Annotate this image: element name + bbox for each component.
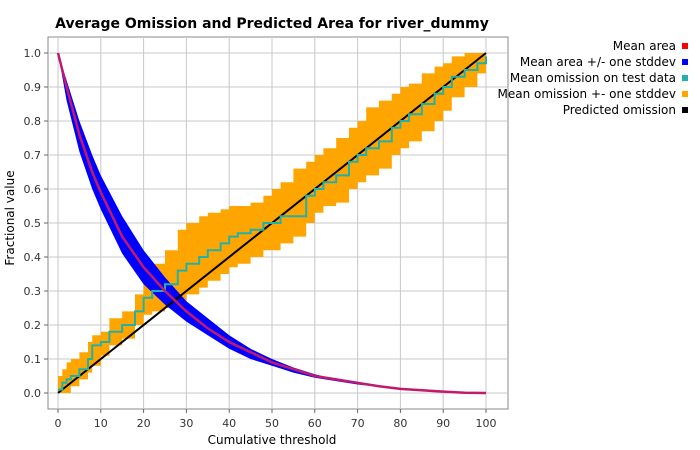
x-tick-label: 0 — [55, 417, 62, 430]
x-tick-label: 30 — [179, 417, 193, 430]
axes: 0 10 20 30 40 50 60 70 80 90 100 0.0 0.1 0.2 0.3 0.4 0.5… — [24, 47, 497, 430]
legend-label: Mean area — [612, 39, 676, 53]
series-lines — [56, 52, 487, 395]
legend-swatch — [682, 107, 688, 113]
y-tick-label: 0.5 — [24, 217, 42, 230]
legend-label: Mean area +/- one stddev — [519, 55, 676, 69]
x-tick-label: 10 — [94, 417, 108, 430]
legend-entry-mean-area-stddev: Mean area +/- one stddev — [478, 54, 688, 70]
y-tick-label: 0.7 — [24, 149, 42, 162]
x-tick-label: 100 — [476, 417, 497, 430]
legend-swatch — [682, 91, 688, 97]
x-tick-label: 80 — [393, 417, 407, 430]
legend-swatch — [682, 43, 688, 49]
y-tick-label: 0.8 — [24, 115, 42, 128]
y-tick-label: 0.9 — [24, 81, 42, 94]
y-tick-label: 0.2 — [24, 319, 42, 332]
x-tick-label: 50 — [265, 417, 279, 430]
x-tick-label: 60 — [308, 417, 322, 430]
x-axis-label: Cumulative threshold — [208, 433, 337, 447]
x-tick-label: 40 — [222, 417, 236, 430]
y-tick-label: 0.1 — [24, 353, 42, 366]
y-axis-label: Fractional value — [3, 170, 17, 265]
mean-omission-line — [58, 56, 487, 391]
legend-swatch — [682, 75, 688, 81]
y-tick-label: 0.6 — [24, 183, 42, 196]
legend-label: Predicted omission — [562, 103, 676, 117]
y-tick-label: 1.0 — [24, 47, 42, 60]
legend-entry-mean-area: Mean area — [478, 38, 688, 54]
legend-label: Mean omission +- one stddev — [497, 87, 677, 101]
y-tick-label: 0.4 — [24, 251, 42, 264]
legend-entry-predicted-omission: Predicted omission — [478, 102, 688, 118]
chart-title: Average Omission and Predicted Area for … — [55, 16, 489, 32]
x-tick-label: 70 — [351, 417, 365, 430]
mean-area-line — [56, 52, 487, 395]
legend-entry-mean-omission-stddev: Mean omission +- one stddev — [478, 86, 688, 102]
legend-label: Mean omission on test data — [509, 71, 676, 85]
y-tick-label: 0.0 — [24, 387, 42, 400]
legend: Mean area Mean area +/- one stddev Mean … — [478, 38, 688, 118]
legend-swatch — [682, 59, 688, 65]
x-tick-label: 90 — [436, 417, 450, 430]
legend-entry-mean-omission: Mean omission on test data — [478, 70, 688, 86]
x-tick-label: 20 — [137, 417, 151, 430]
y-tick-label: 0.3 — [24, 285, 42, 298]
